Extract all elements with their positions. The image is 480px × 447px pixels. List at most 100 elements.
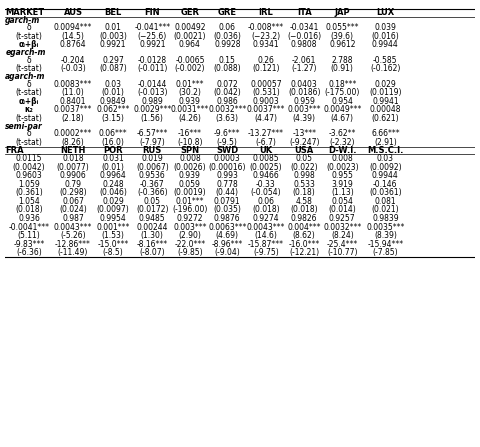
- Text: (-9.04): (-9.04): [215, 248, 240, 257]
- Text: 0.0403: 0.0403: [291, 80, 318, 89]
- Text: FRA: FRA: [5, 146, 24, 155]
- Text: (0.0077): (0.0077): [57, 163, 89, 172]
- Text: (−0.016): (−0.016): [287, 32, 321, 41]
- Text: 0.05: 0.05: [144, 197, 161, 206]
- Text: (16.0): (16.0): [102, 138, 124, 147]
- Text: -13.27***: -13.27***: [248, 129, 284, 138]
- Text: (-0.054): (-0.054): [251, 188, 281, 197]
- Text: (4.39): (4.39): [293, 114, 316, 123]
- Text: -0.041***: -0.041***: [134, 23, 170, 32]
- Text: -6.57***: -6.57***: [137, 129, 168, 138]
- Text: (-5.26): (-5.26): [60, 231, 86, 240]
- Text: (8.24): (8.24): [331, 231, 354, 240]
- Text: 0.9485: 0.9485: [139, 214, 166, 223]
- Text: (0.022): (0.022): [290, 163, 318, 172]
- Text: -16***: -16***: [178, 129, 202, 138]
- Text: 0.0115: 0.0115: [16, 154, 42, 163]
- Text: 0.939: 0.939: [179, 171, 201, 180]
- Text: (0.0042): (0.0042): [12, 163, 45, 172]
- Text: GER: GER: [180, 8, 199, 17]
- Text: (0.0092): (0.0092): [369, 163, 402, 172]
- Text: 0.0029***: 0.0029***: [133, 105, 171, 114]
- Text: 0.072: 0.072: [216, 80, 238, 89]
- Text: (11.0): (11.0): [61, 88, 84, 97]
- Text: (4.67): (4.67): [331, 114, 354, 123]
- Text: 6.66***: 6.66***: [371, 129, 400, 138]
- Text: 0.959: 0.959: [293, 97, 315, 106]
- Text: (-6.7): (-6.7): [255, 138, 276, 147]
- Text: SPN: SPN: [180, 146, 200, 155]
- Text: 0.0037***: 0.0037***: [54, 105, 92, 114]
- Text: 0.0035***: 0.0035***: [366, 223, 405, 232]
- Text: 0.0043***: 0.0043***: [247, 223, 285, 232]
- Text: -0.0041***: -0.0041***: [9, 223, 49, 232]
- Text: 0.998: 0.998: [293, 171, 315, 180]
- Text: 0.018: 0.018: [62, 154, 84, 163]
- Text: (0.0025): (0.0025): [250, 163, 282, 172]
- Text: (3.15): (3.15): [102, 114, 124, 123]
- Text: (0.035): (0.035): [214, 205, 241, 215]
- Text: (4.69): (4.69): [216, 231, 239, 240]
- Text: (t-stat): (t-stat): [15, 64, 42, 73]
- Text: (-0.011): (-0.011): [137, 64, 168, 73]
- Text: (-6.36): (-6.36): [16, 248, 42, 257]
- Text: 0.939: 0.939: [179, 97, 201, 106]
- Text: 0.955: 0.955: [331, 171, 353, 180]
- Text: (-7.97): (-7.97): [139, 138, 165, 147]
- Text: (0.621): (0.621): [372, 114, 399, 123]
- Text: 0.019: 0.019: [142, 154, 163, 163]
- Text: 0.8401: 0.8401: [60, 97, 86, 106]
- Text: 0.248: 0.248: [102, 180, 124, 189]
- Text: -0.0065: -0.0065: [175, 56, 204, 65]
- Text: (t-stat): (t-stat): [15, 114, 42, 123]
- Text: 0.79: 0.79: [64, 180, 82, 189]
- Text: (0.18): (0.18): [293, 188, 315, 197]
- Text: 0.00057: 0.00057: [250, 80, 282, 89]
- Text: FIN: FIN: [144, 8, 160, 17]
- Text: (0.0097): (0.0097): [96, 205, 130, 215]
- Text: (0.018): (0.018): [290, 205, 318, 215]
- Text: (0.298): (0.298): [59, 188, 87, 197]
- Text: (0.361): (0.361): [15, 188, 43, 197]
- Text: 0.055***: 0.055***: [325, 23, 359, 32]
- Text: αᵢ+βᵢ: αᵢ+βᵢ: [19, 40, 39, 50]
- Text: -0.585: -0.585: [373, 56, 397, 65]
- Text: MARKET: MARKET: [5, 8, 44, 17]
- Text: -8.16***: -8.16***: [137, 240, 168, 249]
- Text: 0.008: 0.008: [179, 154, 201, 163]
- Text: 0.0002***: 0.0002***: [54, 129, 92, 138]
- Text: NETH: NETH: [60, 146, 86, 155]
- Text: 2.788: 2.788: [332, 56, 353, 65]
- Text: (0.018): (0.018): [15, 205, 43, 215]
- Text: (14.6): (14.6): [254, 231, 277, 240]
- Text: (4.47): (4.47): [254, 114, 277, 123]
- Text: M.S.C.I.: M.S.C.I.: [367, 146, 404, 155]
- Text: 0.9274: 0.9274: [252, 214, 279, 223]
- Text: (2.18): (2.18): [62, 114, 84, 123]
- Text: 0.0791: 0.0791: [214, 197, 240, 206]
- Text: -0.204: -0.204: [61, 56, 85, 65]
- Text: -22.0***: -22.0***: [174, 240, 205, 249]
- Text: (0.91): (0.91): [331, 64, 354, 73]
- Text: 0.9876: 0.9876: [214, 214, 240, 223]
- Text: (0.016): (0.016): [372, 32, 399, 41]
- Text: 3.919: 3.919: [331, 180, 353, 189]
- Text: (t-stat): (t-stat): [15, 88, 42, 97]
- Text: 0.06: 0.06: [257, 197, 275, 206]
- Text: (-7.85): (-7.85): [372, 248, 398, 257]
- Text: GRE: GRE: [218, 8, 237, 17]
- Text: 0.06***: 0.06***: [99, 129, 127, 138]
- Text: 0.964: 0.964: [179, 40, 201, 50]
- Text: (0.042): (0.042): [214, 88, 241, 97]
- Text: (-9.75): (-9.75): [253, 248, 279, 257]
- Text: BEL: BEL: [104, 8, 121, 17]
- Text: 0.01***: 0.01***: [176, 197, 204, 206]
- Text: 0.062***: 0.062***: [96, 105, 130, 114]
- Text: -12.86***: -12.86***: [55, 240, 91, 249]
- Text: (0.0186): (0.0186): [288, 88, 321, 97]
- Text: 0.00048: 0.00048: [370, 105, 401, 114]
- Text: (-11.49): (-11.49): [58, 248, 88, 257]
- Text: USA: USA: [295, 146, 314, 155]
- Text: (-10.77): (-10.77): [327, 248, 358, 257]
- Text: garch-m: garch-m: [5, 16, 41, 25]
